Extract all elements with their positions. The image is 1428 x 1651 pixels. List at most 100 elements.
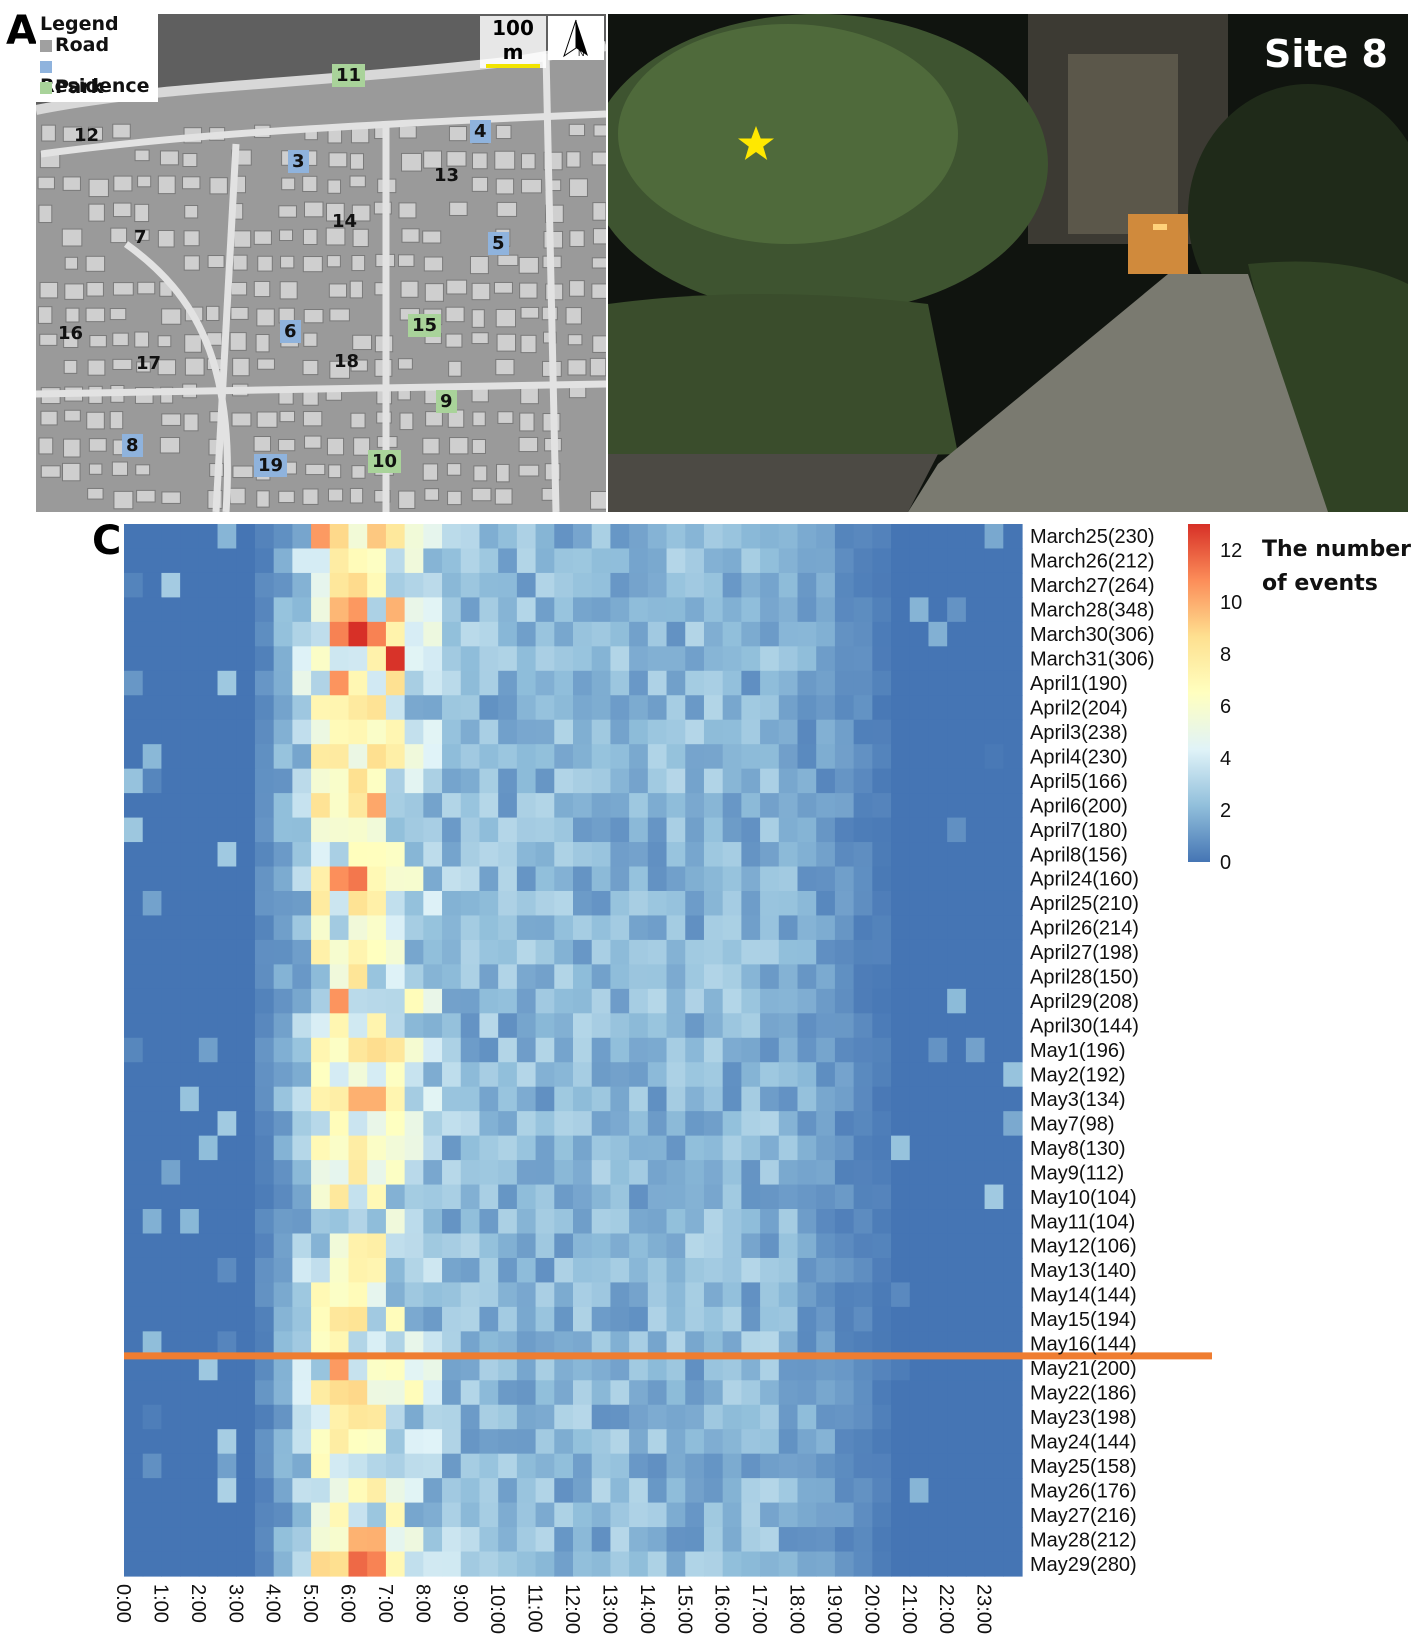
heatmap-cell (535, 842, 555, 868)
heatmap-cell (984, 939, 1004, 965)
heatmap-cell (741, 1380, 761, 1406)
heatmap-cell (573, 1209, 593, 1235)
heatmap-cell (516, 866, 537, 892)
heatmap-cell (984, 964, 1004, 990)
heatmap-cell (329, 842, 350, 868)
map-building (161, 413, 182, 426)
heatmap-cell (236, 1282, 256, 1308)
heatmap-cell (834, 939, 855, 965)
heatmap-cell (816, 1527, 836, 1553)
heatmap-cell (348, 939, 368, 965)
heatmap-cell (385, 793, 406, 819)
heatmap-cell (554, 988, 574, 1014)
heatmap-cell (666, 842, 686, 868)
heatmap-cell (928, 1086, 948, 1112)
map-building (136, 361, 151, 373)
heatmap-cell (180, 1257, 200, 1284)
heatmap-cell (947, 1160, 967, 1186)
heatmap-cell (311, 1331, 331, 1357)
heatmap-cell (947, 597, 967, 623)
heatmap-cell (647, 1355, 668, 1381)
heatmap-cell (816, 1160, 836, 1186)
heatmap-cell (442, 793, 462, 819)
heatmap-cell (367, 548, 387, 574)
heatmap-cell (460, 890, 481, 917)
heatmap-cell (778, 915, 799, 941)
heatmap-cell (872, 1306, 892, 1332)
heatmap-cell (573, 964, 593, 990)
heatmap-cell (329, 597, 350, 623)
heatmap-cell (1003, 719, 1023, 745)
map-building (257, 358, 275, 370)
map-building (303, 309, 324, 324)
heatmap-cell (273, 915, 293, 941)
heatmap-cell (666, 1013, 686, 1039)
heatmap-cell (685, 1257, 705, 1284)
row-label: March31(306) (1030, 649, 1155, 671)
map-building (303, 332, 318, 347)
heatmap-cell (348, 1404, 368, 1430)
heatmap-cell (479, 524, 499, 550)
map-building (256, 490, 270, 508)
heatmap-cell (479, 817, 499, 843)
heatmap-cell (891, 1429, 911, 1455)
heatmap-cell (703, 890, 724, 917)
heatmap-cell (647, 670, 668, 696)
heatmap-cell (591, 1160, 612, 1186)
heatmap-cell (367, 1086, 387, 1112)
heatmap-cell (217, 890, 237, 917)
heatmap-cell (891, 1478, 911, 1504)
heatmap-cell (947, 768, 967, 794)
heatmap-cell (460, 1502, 481, 1528)
heatmap-cell (460, 1380, 481, 1406)
heatmap-cell (367, 842, 387, 868)
heatmap-cell (273, 1306, 293, 1332)
heatmap-cell (479, 695, 499, 721)
heatmap-cell (853, 1062, 873, 1088)
heatmap-cell (872, 817, 892, 843)
heatmap-cell (722, 768, 742, 794)
heatmap-cell (236, 1233, 256, 1259)
heatmap-cell (685, 1355, 705, 1381)
map-imagery (36, 14, 606, 512)
site-label-3: 3 (288, 150, 309, 173)
heatmap-cell (404, 939, 424, 965)
heatmap-cell (329, 1331, 350, 1357)
heatmap-cell (816, 1453, 836, 1479)
heatmap-cell (516, 793, 537, 819)
heatmap-cell (778, 1233, 799, 1259)
heatmap-cell (442, 1062, 462, 1088)
map-building (62, 126, 82, 142)
heatmap-cell (367, 572, 387, 598)
heatmap-cell (965, 1478, 986, 1504)
heatmap-cell (760, 1306, 780, 1332)
heatmap-cell (853, 621, 873, 647)
map-building (448, 360, 462, 377)
map-building (401, 228, 420, 243)
heatmap-cell (161, 1160, 181, 1186)
heatmap-cell (479, 1184, 499, 1210)
heatmap-cell (666, 646, 686, 672)
heatmap-cell (292, 1429, 312, 1455)
heatmap-cell (161, 744, 181, 770)
heatmap-cell (236, 646, 256, 672)
map-building (305, 463, 326, 476)
heatmap-cell (891, 572, 911, 598)
heatmap-cell (442, 988, 462, 1014)
heatmap-cell (834, 1184, 855, 1210)
heatmap-cell (254, 964, 275, 990)
heatmap-cell (460, 866, 481, 892)
heatmap-cell (778, 1404, 799, 1430)
map-building (569, 280, 585, 297)
heatmap-cell (947, 1404, 967, 1430)
heatmap-cell (217, 1209, 237, 1235)
heatmap-cell (629, 1355, 649, 1381)
heatmap-cell (385, 621, 406, 647)
heatmap-cell (647, 695, 668, 721)
heatmap-cell (891, 1502, 911, 1528)
heatmap-cell (647, 890, 668, 917)
heatmap-cell (666, 695, 686, 721)
heatmap-cell (685, 1013, 705, 1039)
heatmap-cell (741, 1551, 761, 1577)
heatmap-cell (367, 1257, 387, 1284)
